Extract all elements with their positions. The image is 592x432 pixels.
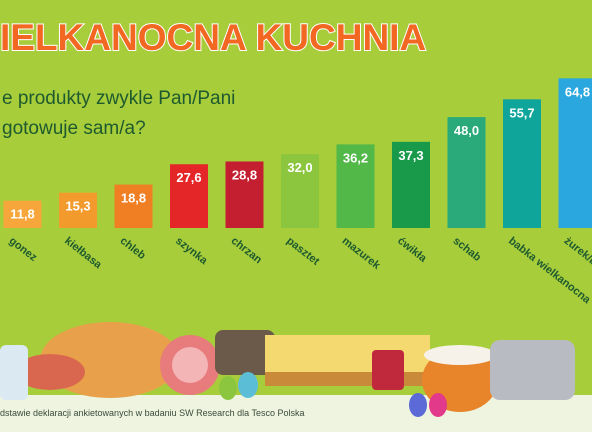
value-label: 15,3 [65, 199, 90, 214]
bar [447, 117, 486, 228]
bar [59, 192, 97, 228]
bar [225, 161, 264, 228]
x-tick-label: ćwikła [395, 235, 429, 265]
value-label: 28,8 [232, 167, 257, 182]
bar [558, 78, 592, 228]
x-tick-label: chleb [118, 235, 148, 262]
value-label: 36,2 [343, 150, 368, 165]
bar [281, 154, 319, 228]
x-tick-label: mazurek [340, 235, 383, 272]
bar [392, 141, 430, 228]
chart-title: IELKANOCNA KUCHNIA [0, 17, 426, 58]
bar [3, 200, 42, 228]
x-tick-label: schab [451, 235, 484, 264]
subtitle: gotowuje sam/a? [2, 118, 146, 139]
subtitle: e produkty zwykle Pan/Pani [2, 88, 235, 109]
bar [114, 184, 153, 228]
x-tick-label: pasztet [284, 235, 322, 268]
value-label: 32,0 [287, 160, 312, 175]
value-label: 18,8 [121, 191, 146, 206]
value-label: 37,3 [398, 148, 423, 163]
bar [336, 144, 375, 228]
value-label: 48,0 [454, 123, 479, 138]
bar [170, 164, 208, 228]
x-tick-label: kiełbasa [62, 235, 104, 272]
bar [503, 99, 541, 228]
food-illustration [0, 322, 592, 432]
x-tick-label: chrzan [229, 235, 265, 266]
value-label: 27,6 [176, 170, 201, 185]
x-tick-label: gonez [7, 235, 40, 264]
value-label: 11,8 [10, 207, 35, 222]
x-tick-label: szynka [173, 235, 210, 268]
value-label: 64,8 [565, 84, 590, 99]
value-label: 55,7 [509, 105, 534, 120]
footnote: dstawie deklaracji ankietowanych w badan… [0, 408, 305, 418]
